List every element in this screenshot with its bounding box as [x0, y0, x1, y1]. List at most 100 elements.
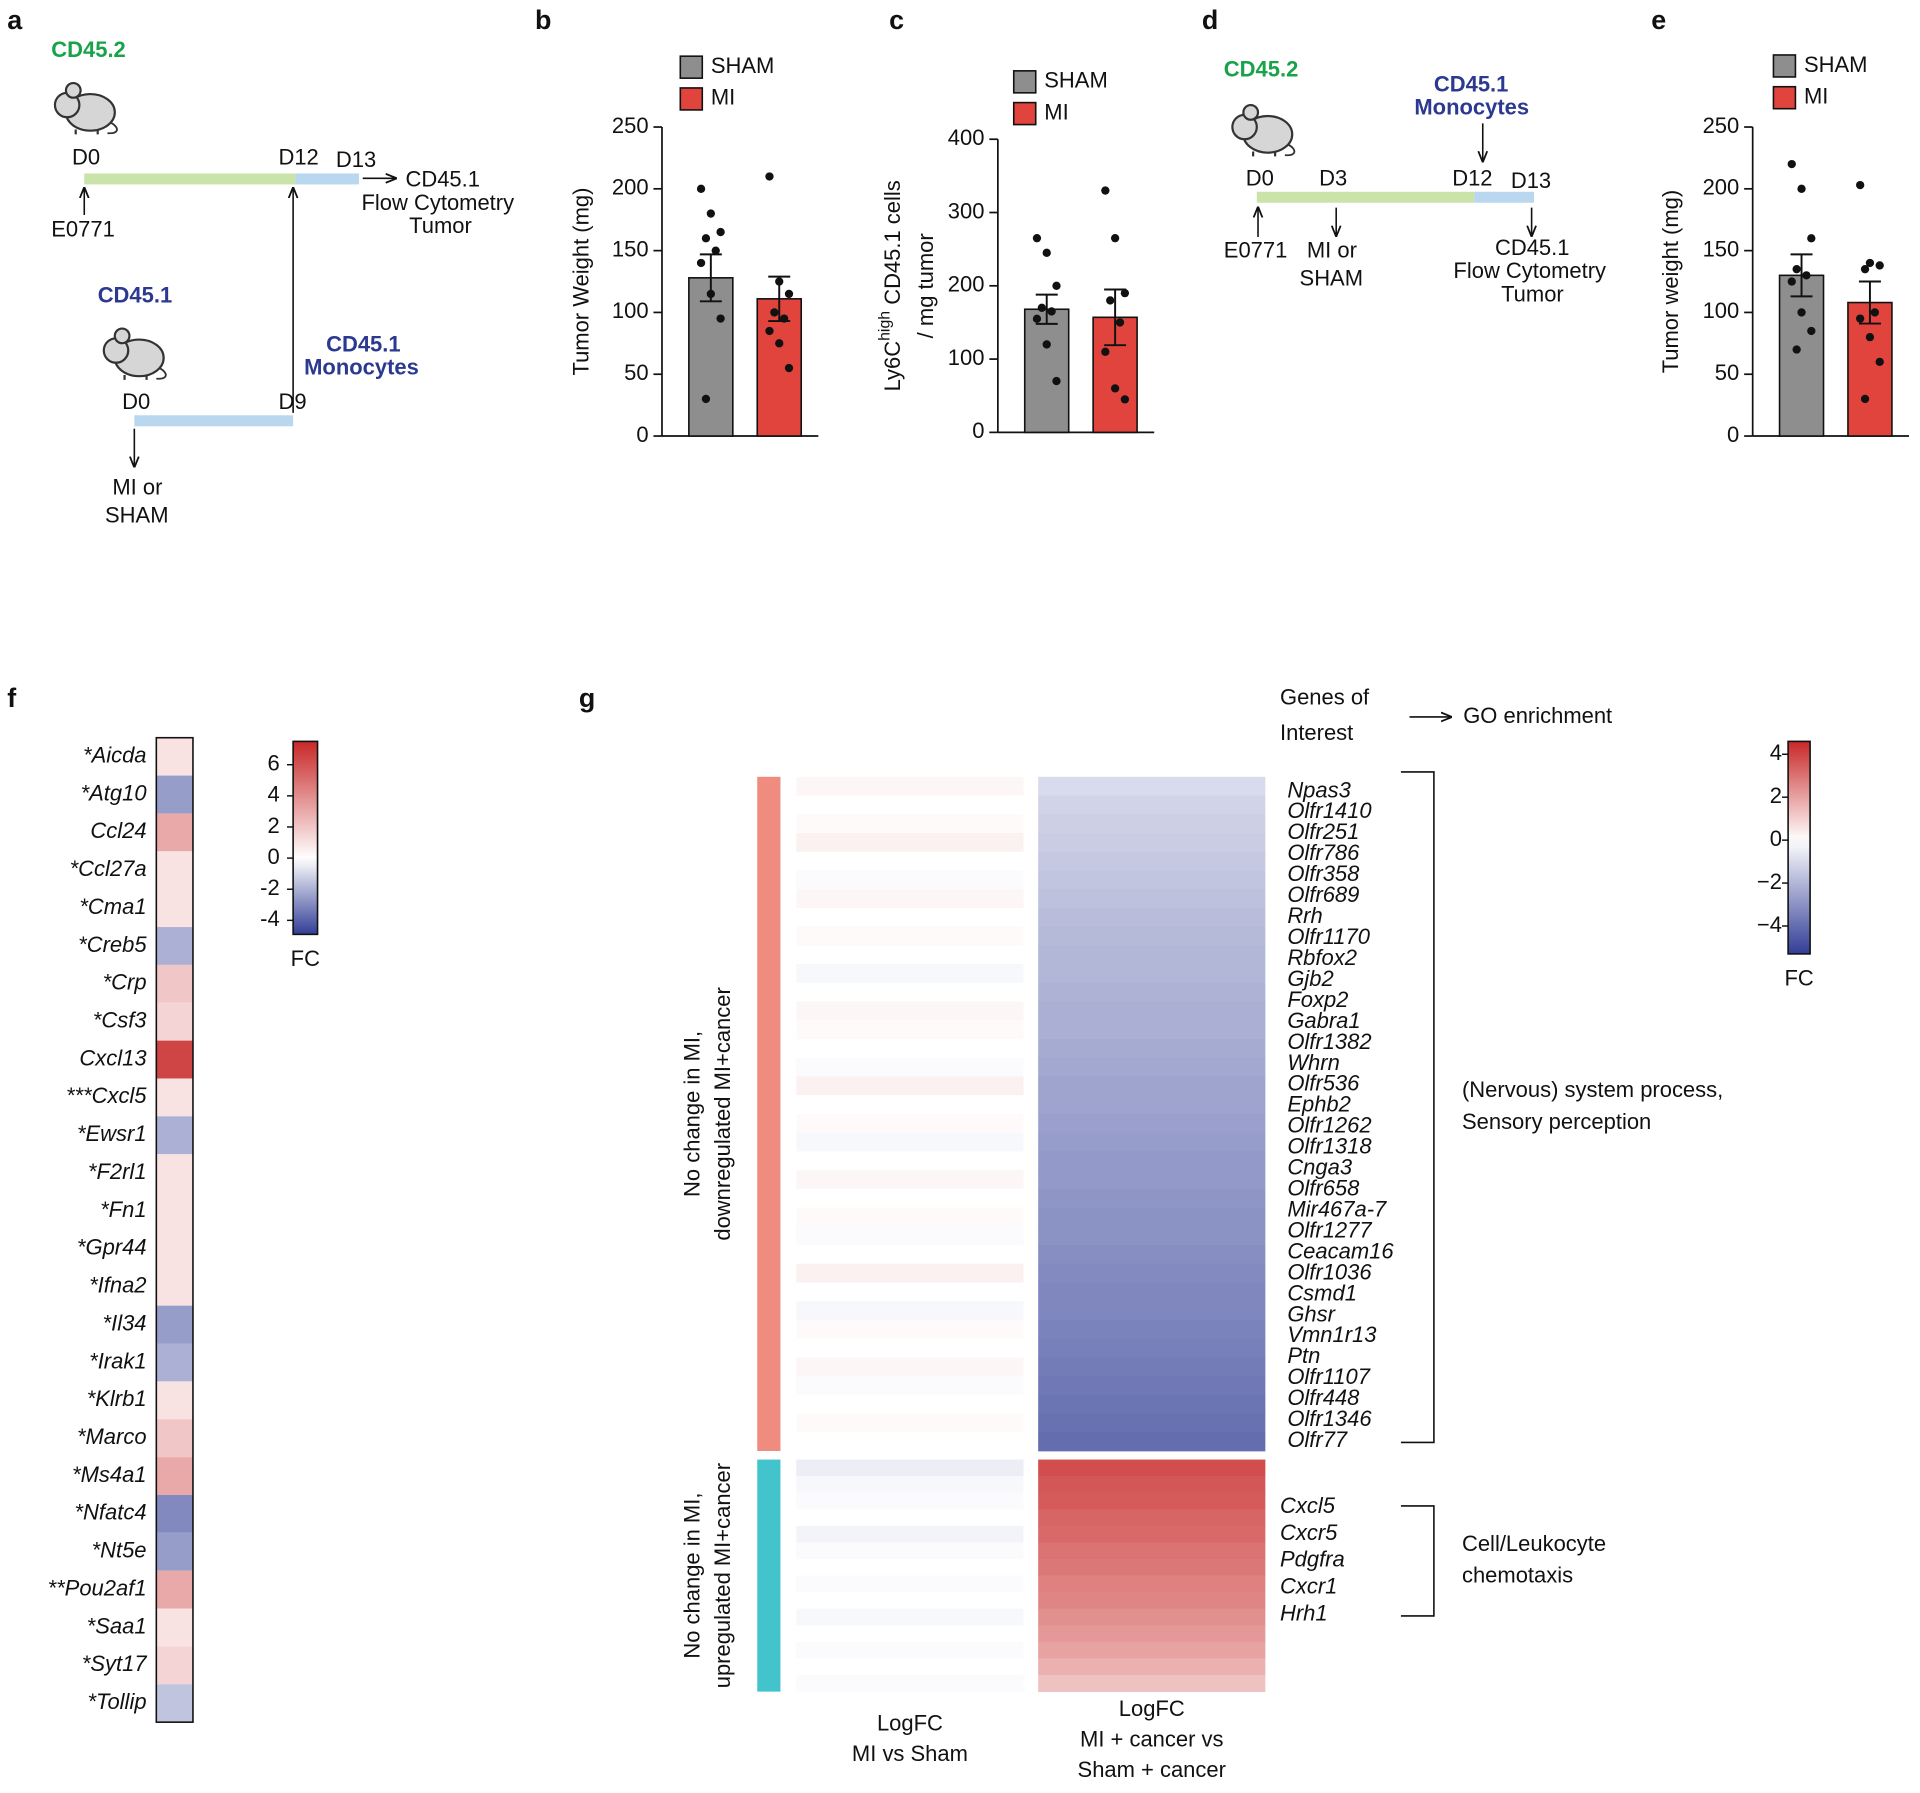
data-point [1860, 265, 1870, 274]
gene-label: Rrh [1287, 903, 1322, 928]
column-label: MI vs Sham [852, 1741, 968, 1766]
data-point [1856, 314, 1865, 323]
data-point [1110, 234, 1120, 243]
timeline [84, 173, 296, 185]
data-point [775, 277, 784, 286]
heatmap-cell [796, 1301, 1024, 1321]
data-point [1101, 186, 1110, 195]
treatment-label: MI or [1307, 237, 1357, 262]
heatmap-cell [1038, 926, 1266, 946]
y-axis-label: Ly6Chigh CD45.1 cells [877, 180, 905, 391]
group-label: downregulated MI+cancer [710, 987, 735, 1240]
y-tick-label: 0 [1727, 422, 1739, 447]
colorbar-label: FC [1784, 965, 1813, 990]
data-point [1101, 347, 1110, 356]
heatmap-cell [1038, 1207, 1266, 1227]
y-axis-label-part: CD45.1 cells [880, 180, 905, 305]
heatmap-cell [796, 1020, 1024, 1040]
row-label: *Csf3 [93, 1008, 148, 1033]
gene-label: Pdgfra [1280, 1547, 1345, 1572]
data-point [1052, 281, 1061, 290]
readout: Tumor [1501, 281, 1564, 306]
row-label: *Atg10 [81, 780, 148, 805]
go-annotation: chemotaxis [1462, 1563, 1573, 1588]
gene-label: Olfr1382 [1287, 1029, 1371, 1054]
gene-label: Ceacam16 [1287, 1238, 1394, 1263]
heatmap-cell [1038, 1338, 1266, 1358]
y-tick-label: 300 [948, 198, 985, 223]
day-label: D13 [336, 147, 376, 172]
heatmap-cell [1038, 1641, 1266, 1659]
heatmap-cell [156, 889, 193, 928]
row-label: *Ifna2 [89, 1273, 146, 1298]
legend-swatch [1012, 101, 1037, 126]
heatmap-cell [1038, 1675, 1266, 1692]
bracket [1400, 771, 1435, 1444]
gene-label: Olfr1107 [1287, 1364, 1370, 1389]
row-label: *Ewsr1 [77, 1121, 147, 1146]
legend-swatch [679, 55, 704, 79]
data-point [1787, 159, 1796, 169]
day-label: D12 [1452, 165, 1492, 190]
heatmap-cell [796, 1057, 1024, 1077]
heatmap-cell [796, 1675, 1024, 1692]
gene-label: Whrn [1287, 1050, 1340, 1075]
day-label: D0 [1246, 165, 1274, 190]
heatmap-cell [1038, 1001, 1266, 1021]
colorbar-tick-label: 2 [1770, 783, 1782, 808]
heatmap-cell [796, 1226, 1024, 1246]
gene-label: Olfr1036 [1287, 1259, 1372, 1284]
gene-label: Olfr358 [1287, 861, 1360, 886]
heatmap-cell [156, 1305, 193, 1344]
row-label: *Irak1 [89, 1348, 146, 1373]
heatmap-cell [156, 1229, 193, 1268]
data-point [1042, 248, 1051, 257]
y-tick-label: 100 [948, 345, 985, 370]
heatmap-cell [796, 1319, 1024, 1340]
heatmap-cell [156, 927, 193, 965]
heatmap-cell [796, 907, 1024, 927]
row-label: *Cma1 [79, 894, 146, 919]
heatmap-cell [1038, 1592, 1266, 1610]
y-tick-label: 0 [636, 422, 648, 447]
data-point [1787, 277, 1796, 286]
heatmap-cell [1038, 964, 1266, 984]
heatmap-cell [156, 1116, 193, 1155]
row-label: *Syt17 [82, 1651, 148, 1676]
day-label: D0 [122, 389, 150, 414]
panel-letter: g [579, 683, 595, 713]
data-point [706, 289, 715, 299]
colorbar [292, 740, 319, 936]
heatmap-cell [1038, 1132, 1266, 1152]
heatmap-cell [1038, 1113, 1266, 1134]
y-tick-label: 200 [1703, 175, 1740, 200]
data-point [1856, 180, 1865, 190]
colorbar-tick-label: −4 [1757, 912, 1782, 937]
colorbar-tick-label: 4 [267, 782, 279, 807]
heatmap-cell [1038, 1038, 1266, 1059]
gene-label: Npas3 [1287, 777, 1351, 802]
header-label: Genes of [1280, 684, 1370, 709]
heatmap-cell [796, 1413, 1024, 1433]
strain-label: CD45.1 [98, 283, 173, 308]
heatmap-cell [1038, 1226, 1266, 1246]
data-point [1120, 395, 1130, 404]
data-point [696, 258, 706, 268]
heatmap-cell [796, 1357, 1024, 1377]
y-axis-label: Tumor weight (mg) [1658, 190, 1683, 374]
gene-label: Vmn1r13 [1287, 1322, 1377, 1347]
go-annotation: (Nervous) system process, [1462, 1077, 1723, 1102]
y-tick-label: 400 [948, 125, 985, 150]
data-point [1052, 376, 1061, 386]
data-point [779, 314, 789, 323]
legend-label: SHAM [711, 53, 774, 78]
heatmap-cell [1038, 1263, 1266, 1283]
heatmap-cell [1038, 1575, 1266, 1593]
day-label: D13 [1511, 168, 1551, 193]
timeline [134, 415, 294, 427]
data-point [1042, 340, 1051, 349]
readout: Tumor [409, 213, 472, 238]
data-point [1115, 318, 1125, 327]
column-label: LogFC [877, 1710, 943, 1735]
